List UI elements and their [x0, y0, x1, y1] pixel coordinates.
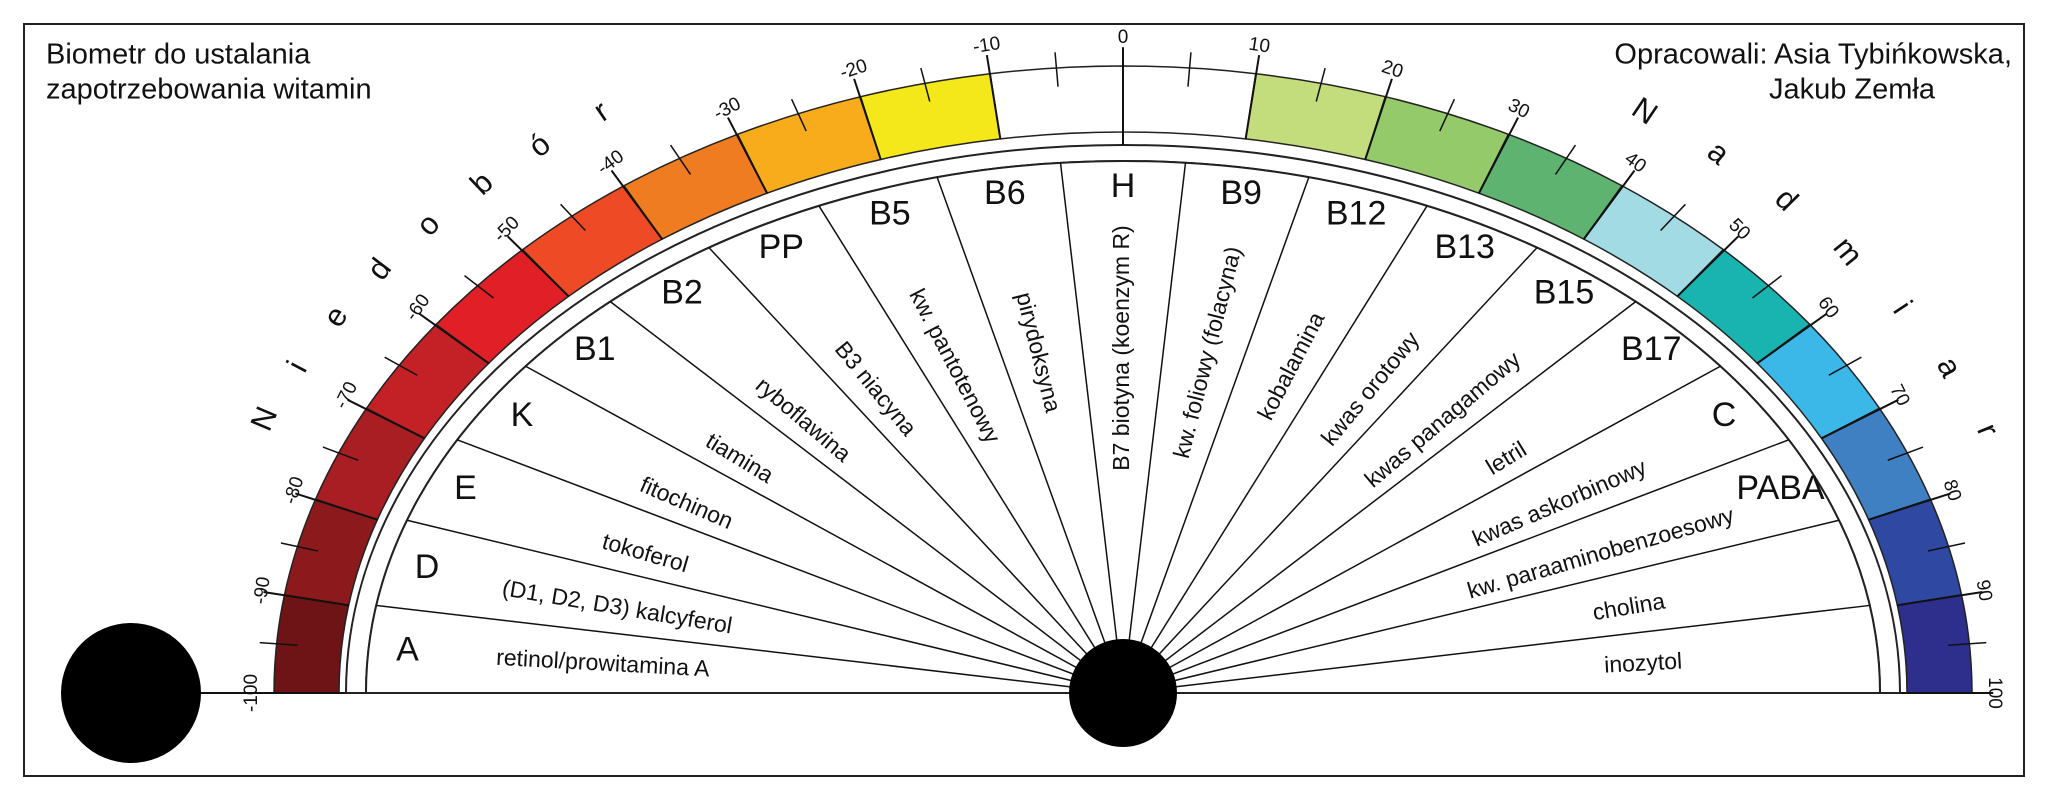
sector-line	[936, 177, 1124, 694]
vitamin-code: H	[1111, 167, 1136, 205]
scale-tick	[1478, 117, 1519, 194]
minor-tick	[1054, 52, 1059, 87]
scale-label: 10	[1247, 34, 1271, 58]
scale-tick	[610, 169, 663, 240]
sector-line	[1122, 300, 1637, 694]
scale-tick	[347, 398, 425, 440]
vitamin-code: A	[396, 630, 419, 668]
vitamin-name: inozytol	[1603, 647, 1682, 677]
sector-line	[1059, 162, 1124, 694]
vitamin-code: B17	[1621, 330, 1682, 368]
scale-label: 0	[1118, 27, 1129, 48]
scale-label: -100	[241, 674, 262, 712]
scale-tick	[1868, 492, 1951, 521]
minor-tick	[920, 67, 931, 102]
scale-tick	[1756, 312, 1828, 365]
vitamin-code: B12	[1326, 194, 1387, 232]
sector-line	[1122, 604, 1870, 694]
sector-line	[525, 365, 1124, 694]
minor-tick	[322, 446, 359, 461]
scale-label: -90	[250, 575, 275, 605]
sector-line	[406, 519, 1124, 694]
minor-tick	[464, 275, 495, 299]
vitamin-code: B5	[869, 194, 911, 232]
scale-tick	[1897, 590, 1983, 607]
vitamin-code: PABA	[1736, 469, 1825, 507]
pendulum-weight	[61, 623, 201, 763]
vitamin-code: PP	[759, 228, 804, 266]
minor-tick	[1887, 446, 1924, 461]
sector-line	[1122, 247, 1538, 694]
sector-line	[1122, 439, 1790, 694]
minor-tick	[280, 542, 319, 552]
minor-tick	[1660, 203, 1686, 232]
minor-tick	[1187, 52, 1192, 87]
scale-tick	[506, 235, 570, 298]
minor-tick	[1554, 144, 1577, 175]
sector-line	[818, 205, 1124, 694]
minor-tick	[790, 98, 807, 132]
sector-line	[1122, 162, 1187, 694]
minor-tick	[1927, 542, 1966, 552]
minor-tick	[669, 144, 692, 175]
scale-tick	[1676, 235, 1740, 298]
sector-line	[376, 604, 1124, 694]
scale-tick	[1583, 169, 1636, 240]
minor-tick	[1751, 275, 1782, 299]
vitamin-code: C	[1712, 396, 1737, 434]
sector-line	[609, 300, 1124, 694]
scale-label: -10	[971, 33, 1001, 58]
authors-line: Jakub Zemła	[1769, 74, 1936, 106]
scale-tick	[853, 78, 882, 160]
vitamin-code: D	[415, 548, 440, 586]
scale-label: 90	[1972, 578, 1996, 602]
vitamin-code: B9	[1220, 174, 1262, 212]
sector-line	[1122, 519, 1840, 694]
scale-tick	[418, 312, 490, 365]
vitamin-code: B2	[661, 273, 703, 311]
vitamin-name: B7 biotyna (koenzym R)	[1108, 225, 1134, 470]
minor-tick	[384, 356, 418, 376]
minor-tick	[1439, 98, 1456, 132]
scale-tick	[985, 54, 1002, 140]
vitamin-code: B15	[1534, 273, 1595, 311]
sector-line	[708, 247, 1124, 694]
sector-line	[1122, 205, 1428, 694]
minor-tick	[259, 641, 298, 647]
minor-tick	[1315, 67, 1326, 102]
scale-tick	[263, 590, 349, 607]
vitamin-code: B6	[984, 174, 1026, 212]
pivot	[1069, 639, 1177, 747]
authors-line: Opracowali: Asia Tybińkowska,	[1614, 39, 2012, 71]
vitamin-code: B13	[1434, 228, 1495, 266]
minor-tick	[1948, 641, 1987, 647]
scale-tick	[1821, 398, 1899, 440]
vitamin-code: E	[454, 469, 477, 507]
scale-tick	[295, 492, 378, 521]
vitamin-code: B1	[574, 330, 616, 368]
minor-tick	[560, 203, 586, 232]
scale-label: 100	[1984, 677, 2005, 709]
scale-tick	[1244, 54, 1261, 140]
title-line: zapotrzebowania witamin	[46, 74, 372, 106]
sector-line	[456, 439, 1124, 694]
sector-line	[1122, 177, 1310, 694]
title-line: Biometr do ustalania	[46, 39, 311, 71]
minor-tick	[1828, 356, 1862, 376]
vitamin-code: K	[511, 396, 534, 434]
sector-area	[364, 160, 1882, 694]
scale-tick	[1364, 78, 1393, 160]
sector-line	[1122, 365, 1721, 694]
scale-tick	[727, 117, 768, 194]
